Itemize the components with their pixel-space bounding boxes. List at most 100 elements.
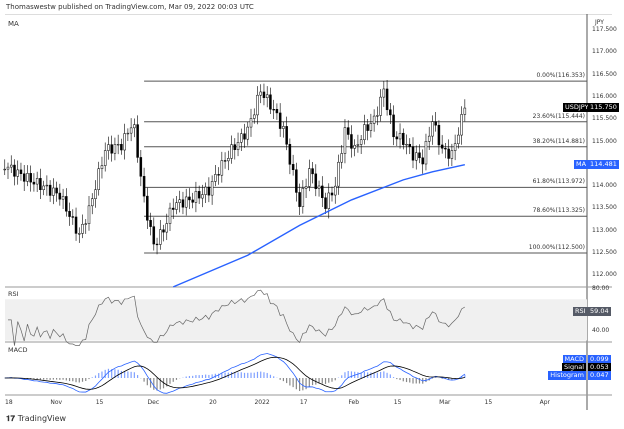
signal-line xyxy=(4,356,465,390)
candle-body xyxy=(74,216,78,234)
last-price-tag: 115.750 xyxy=(588,103,619,113)
candle-body xyxy=(295,169,298,193)
y-tick-label: 114.000 xyxy=(592,182,617,190)
candle-body xyxy=(450,150,454,159)
candle-body xyxy=(100,165,104,169)
macd-tag: MACD xyxy=(562,355,586,364)
candle-body xyxy=(330,192,334,196)
candle-body xyxy=(107,144,110,151)
candle-body xyxy=(314,173,318,189)
candle-body xyxy=(45,184,49,187)
y-tick-label: 113.000 xyxy=(592,226,617,234)
candle-body xyxy=(52,187,55,196)
candle-body xyxy=(252,114,256,119)
candle-body xyxy=(81,223,84,234)
x-tick-label: 18 xyxy=(5,399,13,406)
candle-body xyxy=(103,150,107,166)
candle-body xyxy=(369,123,373,131)
x-tick-label: Dec xyxy=(147,399,160,406)
candle-body xyxy=(155,243,159,246)
candle-body xyxy=(19,169,23,175)
fib-level-label: 100.00%(112.500) xyxy=(528,244,585,251)
candle-body xyxy=(411,146,415,161)
candle-body xyxy=(97,168,100,190)
candle-body xyxy=(146,195,149,221)
candle-body xyxy=(120,144,123,151)
candle-body xyxy=(262,91,266,98)
rsi-tick: 80.00 xyxy=(592,285,610,292)
candle-body xyxy=(178,199,181,203)
candle-body xyxy=(275,109,279,114)
candle-body xyxy=(327,192,331,209)
ma-tag: MA xyxy=(574,159,589,169)
candle-body xyxy=(333,185,337,196)
candle-body xyxy=(6,166,10,170)
fib-level-label: 61.80%(113.972) xyxy=(532,178,585,186)
candle-body xyxy=(285,126,288,145)
candle-body xyxy=(356,144,360,146)
candle-body xyxy=(194,191,198,203)
candle-body xyxy=(324,197,327,209)
candle-body xyxy=(207,186,211,196)
candle-body xyxy=(204,186,207,195)
candle-body xyxy=(22,173,26,182)
rsi-tick: 40.00 xyxy=(592,327,610,334)
x-tick-label: 20 xyxy=(209,399,217,406)
candle-body xyxy=(414,152,418,161)
candle-body xyxy=(35,178,39,185)
candle-body xyxy=(321,185,324,198)
candle-body xyxy=(65,196,68,212)
candle-body xyxy=(133,124,136,129)
candle-body xyxy=(272,109,275,111)
candle-body xyxy=(463,107,467,115)
y-tick-label: 115.500 xyxy=(592,115,617,123)
candle-body xyxy=(457,134,460,144)
x-tick-label: Mar xyxy=(439,399,451,406)
candle-body xyxy=(220,160,224,176)
candle-body xyxy=(217,174,220,176)
macd-value-tag: 0.099 xyxy=(588,355,611,364)
candle-body xyxy=(246,126,250,140)
histogram-tag: Histogram xyxy=(548,371,586,380)
candle-body xyxy=(165,223,169,233)
candle-body xyxy=(191,199,194,203)
candle-body xyxy=(308,168,311,187)
candle-body xyxy=(230,144,233,159)
signal-tag: Signal xyxy=(562,363,586,372)
candle-body xyxy=(402,132,405,145)
candle-body xyxy=(58,192,62,200)
candle-body xyxy=(188,196,191,201)
candle-body xyxy=(32,181,36,185)
candle-body xyxy=(236,142,240,150)
candle-body xyxy=(405,143,408,146)
candle-body xyxy=(259,91,262,96)
candle-body xyxy=(123,133,126,151)
indicator-legend-ma[interactable]: MA xyxy=(8,20,19,28)
candle-body xyxy=(304,186,308,189)
candle-body xyxy=(39,178,42,190)
candle-body xyxy=(184,196,188,208)
rsi-line xyxy=(8,289,466,346)
candle-body xyxy=(382,88,386,98)
candle-body xyxy=(181,199,185,208)
macd-legend: MACD xyxy=(8,346,28,354)
candle-body xyxy=(265,94,269,98)
x-tick-label: 2022 xyxy=(254,399,270,406)
candle-body xyxy=(278,112,282,129)
candle-body xyxy=(9,164,13,168)
candle-body xyxy=(214,174,217,182)
candle-body xyxy=(269,94,272,110)
divider xyxy=(5,14,612,15)
tradingview-logo[interactable]: 𝟏𝟕 TradingView xyxy=(6,414,66,424)
candle-body xyxy=(372,115,376,124)
candle-body xyxy=(444,148,447,150)
candle-body xyxy=(162,229,165,233)
y-tick-label: 112.500 xyxy=(592,249,617,256)
published-caption: Thomaswestw published on TradingView.com… xyxy=(6,3,254,11)
rsi-value-tag: 59.04 xyxy=(588,307,611,316)
candle-body xyxy=(418,152,421,159)
candle-body xyxy=(288,144,292,165)
candle-body xyxy=(346,127,350,135)
